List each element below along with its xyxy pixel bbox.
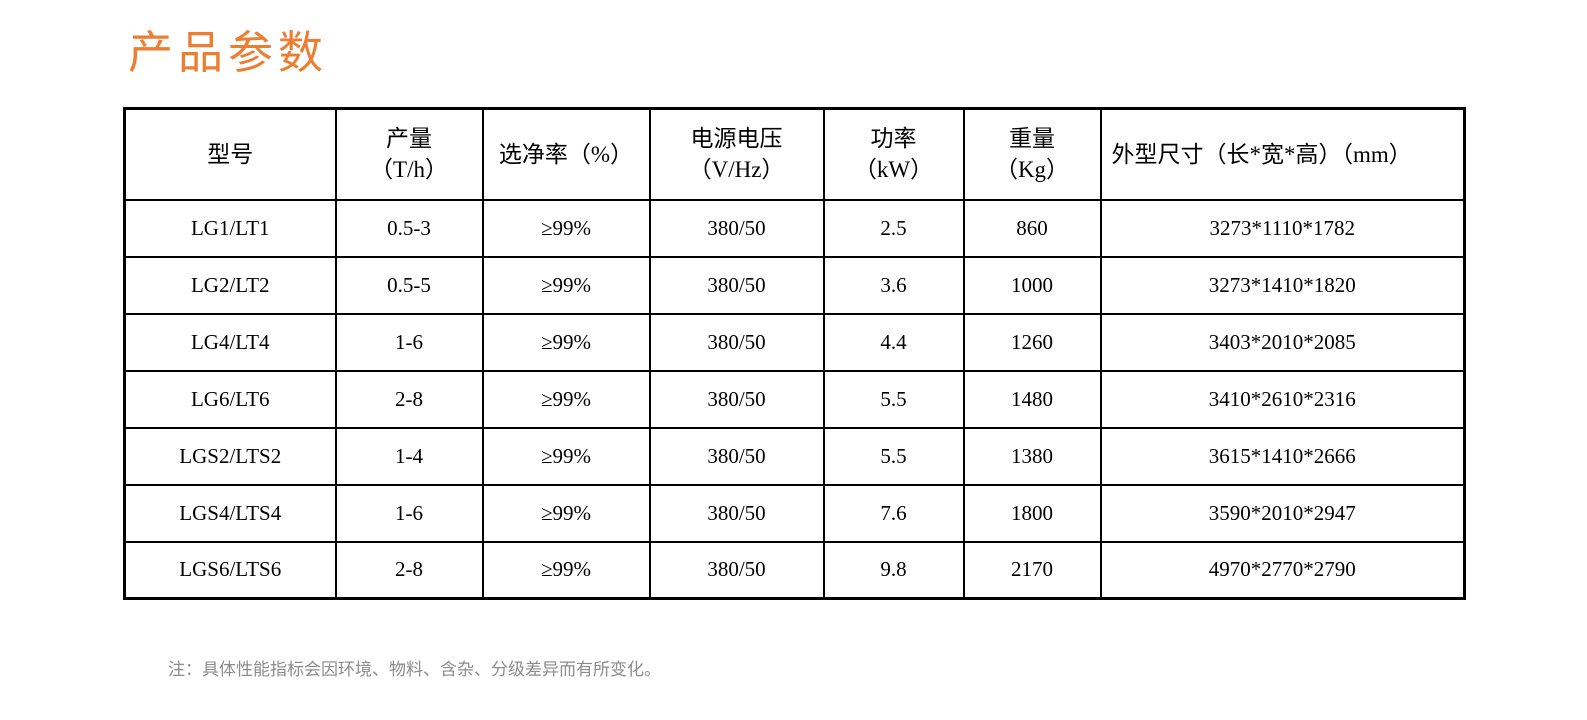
table-footnote: 注：具体性能指标会因环境、物料、含杂、分级差异而有所变化。 <box>168 660 661 679</box>
cell-power: 5.5 <box>822 369 965 429</box>
cell-dimensions: 3410*2610*2316 <box>1099 369 1466 429</box>
cell-voltage: 380/50 <box>648 369 825 429</box>
column-header-dimensions: 外型尺寸（长*宽*高）（mm） <box>1099 107 1466 201</box>
table-row: LG2/LT2 0.5-5 ≥99% 380/50 3.6 1000 3273*1410*1… <box>123 255 1466 315</box>
column-header-line: （Kg） <box>994 157 1070 183</box>
cell-model: LGS2/LTS2 <box>123 426 337 486</box>
cell-dimensions: 3403*2010*2085 <box>1099 312 1466 372</box>
cell-dimensions: 3615*1410*2666 <box>1099 426 1466 486</box>
column-header-line: 外型尺寸（长*宽*高）（mm） <box>1111 141 1412 167</box>
cell-power: 5.5 <box>822 426 965 486</box>
cell-output: 1-4 <box>334 426 484 486</box>
cell-dimensions: 3273*1110*1782 <box>1099 198 1466 258</box>
cell-model: LG2/LT2 <box>123 255 337 315</box>
cell-output: 1-6 <box>334 483 484 543</box>
cell-model: LGS6/LTS6 <box>123 540 337 600</box>
cell-dimensions: 3590*2010*2947 <box>1099 483 1466 543</box>
cell-power: 3.6 <box>822 255 965 315</box>
column-header-power: 功率 （kW） <box>822 107 965 201</box>
cell-voltage: 380/50 <box>648 198 825 258</box>
column-header-line: 产量 <box>386 126 432 152</box>
column-header-purity: 选净率（%） <box>481 107 651 201</box>
cell-model: LGS4/LTS4 <box>123 483 337 543</box>
column-header-weight: 重量 （Kg） <box>962 107 1102 201</box>
cell-model: LG6/LT6 <box>123 369 337 429</box>
table-row: LG4/LT4 1-6 ≥99% 380/50 4.4 1260 3403*2010*208… <box>123 312 1466 372</box>
cell-dimensions: 3273*1410*1820 <box>1099 255 1466 315</box>
cell-output: 0.5-3 <box>334 198 484 258</box>
cell-voltage: 380/50 <box>648 483 825 543</box>
cell-voltage: 380/50 <box>648 312 825 372</box>
cell-model: LG1/LT1 <box>123 198 337 258</box>
cell-purity: ≥99% <box>481 483 651 543</box>
cell-purity: ≥99% <box>481 426 651 486</box>
cell-weight: 2170 <box>962 540 1102 600</box>
table-header-row: 型号 产量 （T/h） 选净率（%） 电源电压 （V/Hz） 功率 （kW） 重量 （Kg） 外型尺… <box>123 107 1466 201</box>
product-parameters-table: 型号 产量 （T/h） 选净率（%） 电源电压 （V/Hz） 功率 （kW） 重量 （Kg） 外型尺… <box>123 107 1466 600</box>
cell-purity: ≥99% <box>481 369 651 429</box>
cell-power: 7.6 <box>822 483 965 543</box>
cell-weight: 860 <box>962 198 1102 258</box>
cell-voltage: 380/50 <box>648 540 825 600</box>
cell-purity: ≥99% <box>481 312 651 372</box>
page-title: 产品参数 <box>128 28 329 78</box>
cell-weight: 1380 <box>962 426 1102 486</box>
cell-voltage: 380/50 <box>648 255 825 315</box>
cell-weight: 1260 <box>962 312 1102 372</box>
table-row: LG6/LT6 2-8 ≥99% 380/50 5.5 1480 3410*2610*231… <box>123 369 1466 429</box>
column-header-line: （kW） <box>853 157 934 183</box>
column-header-voltage: 电源电压 （V/Hz） <box>648 107 825 201</box>
cell-output: 2-8 <box>334 540 484 600</box>
table-row: LGS2/LTS2 1-4 ≥99% 380/50 5.5 1380 3615*1410*2… <box>123 426 1466 486</box>
table-row: LG1/LT1 0.5-3 ≥99% 380/50 2.5 860 3273*1110*17… <box>123 198 1466 258</box>
cell-output: 0.5-5 <box>334 255 484 315</box>
cell-output: 2-8 <box>334 369 484 429</box>
table-row: LGS6/LTS6 2-8 ≥99% 380/50 9.8 2170 4970*2770*2… <box>123 540 1466 600</box>
cell-model: LG4/LT4 <box>123 312 337 372</box>
cell-weight: 1480 <box>962 369 1102 429</box>
column-header-model: 型号 <box>123 107 337 201</box>
table-row: LGS4/LTS4 1-6 ≥99% 380/50 7.6 1800 3590*2010*2… <box>123 483 1466 543</box>
cell-weight: 1000 <box>962 255 1102 315</box>
cell-power: 4.4 <box>822 312 965 372</box>
cell-purity: ≥99% <box>481 255 651 315</box>
column-header-line: （T/h） <box>370 157 448 183</box>
cell-purity: ≥99% <box>481 198 651 258</box>
cell-output: 1-6 <box>334 312 484 372</box>
cell-voltage: 380/50 <box>648 426 825 486</box>
column-header-output: 产量 （T/h） <box>334 107 484 201</box>
cell-power: 9.8 <box>822 540 965 600</box>
cell-power: 2.5 <box>822 198 965 258</box>
column-header-line: 选净率（%） <box>498 141 634 167</box>
cell-dimensions: 4970*2770*2790 <box>1099 540 1466 600</box>
column-header-line: 型号 <box>207 141 254 167</box>
column-header-line: （V/Hz） <box>688 157 785 183</box>
column-header-line: 功率 <box>870 126 917 152</box>
cell-weight: 1800 <box>962 483 1102 543</box>
column-header-line: 重量 <box>1009 126 1055 152</box>
column-header-line: 电源电压 <box>690 126 783 152</box>
cell-purity: ≥99% <box>481 540 651 600</box>
